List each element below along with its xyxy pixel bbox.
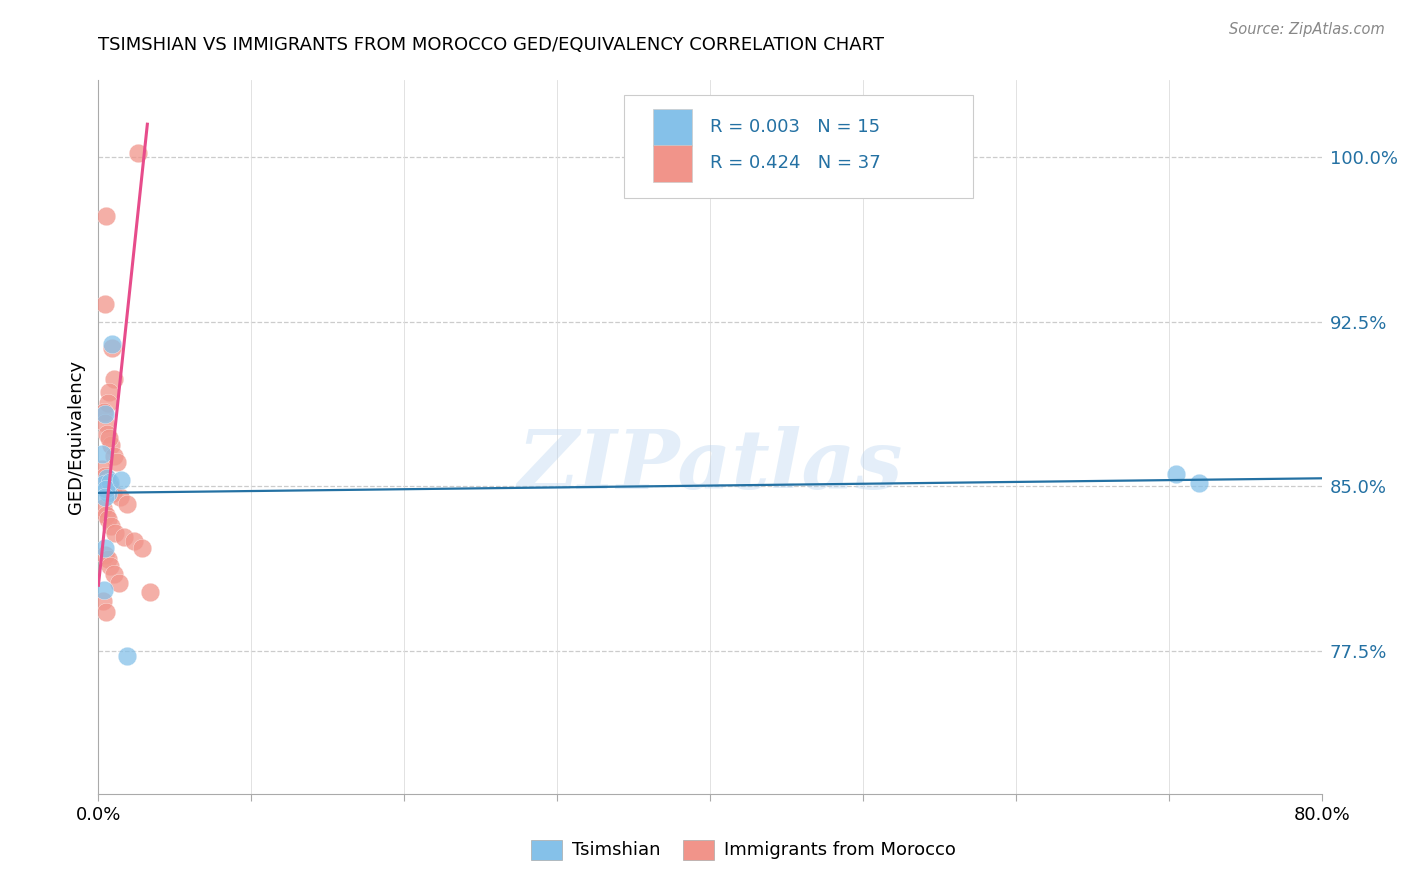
FancyBboxPatch shape xyxy=(624,95,973,198)
Point xyxy=(94,482,117,496)
Point xyxy=(101,341,124,355)
Text: R = 0.424   N = 37: R = 0.424 N = 37 xyxy=(710,154,880,172)
Point xyxy=(93,405,115,419)
Point xyxy=(103,372,125,386)
Point xyxy=(105,455,128,469)
Point xyxy=(91,462,114,476)
Point xyxy=(93,297,115,311)
Point xyxy=(98,479,121,493)
Point xyxy=(94,605,117,619)
Text: Tsimshian: Tsimshian xyxy=(572,841,661,859)
Point xyxy=(94,416,117,430)
Point xyxy=(101,336,124,351)
Point xyxy=(97,475,120,489)
Point xyxy=(139,585,162,599)
Point xyxy=(122,534,145,549)
Point xyxy=(98,475,121,489)
Point xyxy=(1188,476,1211,491)
Point xyxy=(103,449,125,463)
Point xyxy=(104,525,127,540)
Point xyxy=(112,530,135,544)
Text: TSIMSHIAN VS IMMIGRANTS FROM MOROCCO GED/EQUIVALENCY CORRELATION CHART: TSIMSHIAN VS IMMIGRANTS FROM MOROCCO GED… xyxy=(98,36,884,54)
Point xyxy=(101,486,124,500)
Text: Source: ZipAtlas.com: Source: ZipAtlas.com xyxy=(1229,22,1385,37)
Point xyxy=(98,558,121,573)
Point xyxy=(94,210,117,224)
Point xyxy=(94,508,117,522)
Point xyxy=(117,497,139,511)
FancyBboxPatch shape xyxy=(652,109,692,146)
Point xyxy=(93,468,115,483)
Point xyxy=(100,519,122,533)
Point xyxy=(97,512,120,526)
Point xyxy=(91,446,114,460)
Point xyxy=(96,471,118,485)
Point xyxy=(93,477,115,491)
Point xyxy=(97,486,120,500)
Point xyxy=(94,407,117,421)
Point xyxy=(110,473,132,487)
Point xyxy=(97,431,120,445)
Point xyxy=(96,426,118,441)
Point xyxy=(108,491,131,505)
Point xyxy=(94,548,117,562)
Point xyxy=(103,567,125,582)
Point xyxy=(108,576,131,591)
Text: R = 0.003   N = 15: R = 0.003 N = 15 xyxy=(710,119,880,136)
Text: Immigrants from Morocco: Immigrants from Morocco xyxy=(724,841,956,859)
Point xyxy=(117,648,139,663)
Point xyxy=(91,501,114,516)
Point xyxy=(1166,467,1188,482)
Point xyxy=(94,491,117,505)
Point xyxy=(127,145,149,160)
Point xyxy=(97,552,120,566)
Point xyxy=(91,593,114,607)
Point xyxy=(100,438,122,452)
Point xyxy=(97,396,120,410)
Point xyxy=(98,385,121,400)
Text: ZIPatlas: ZIPatlas xyxy=(517,425,903,506)
Y-axis label: GED/Equivalency: GED/Equivalency xyxy=(67,360,86,514)
Point xyxy=(93,582,115,597)
FancyBboxPatch shape xyxy=(652,145,692,182)
Point xyxy=(93,541,115,555)
Point xyxy=(131,541,153,555)
